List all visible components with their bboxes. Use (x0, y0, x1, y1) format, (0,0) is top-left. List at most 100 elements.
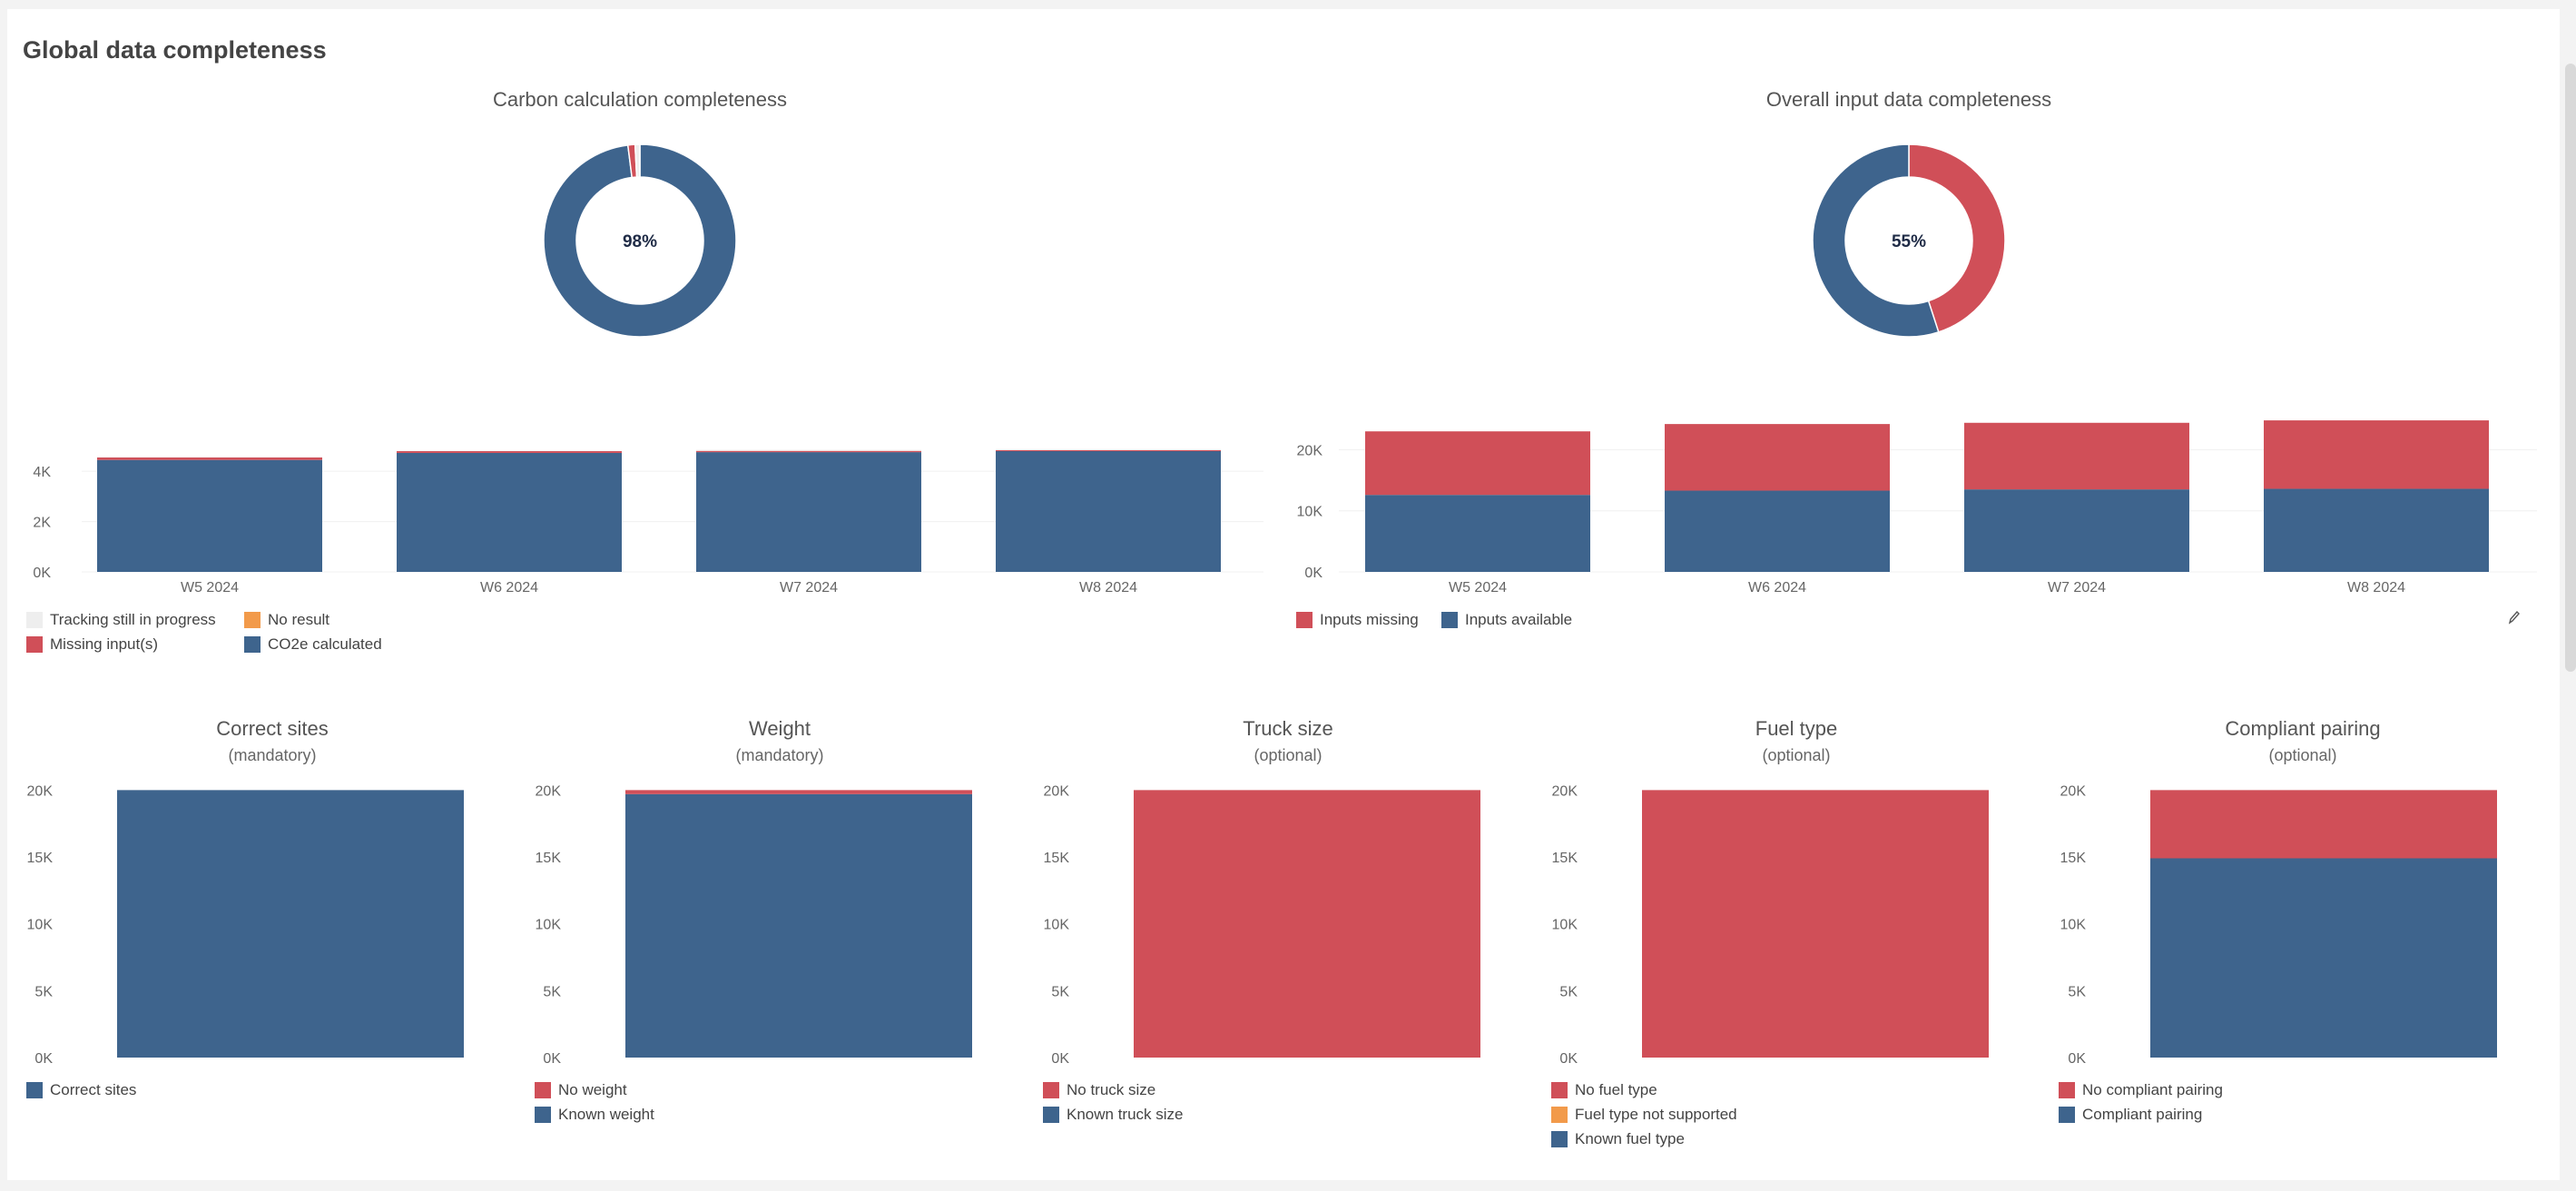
bar-segment-known-weight[interactable] (625, 793, 972, 1058)
y-tick-label: 15K (1044, 851, 1070, 866)
donut-center-label: 98% (623, 232, 657, 251)
legend-item-known-fuel-type[interactable]: Known fuel type (1551, 1130, 1685, 1148)
legend-item-compliant-pairing[interactable]: Compliant pairing (2059, 1106, 2202, 1124)
legend-swatch (1441, 612, 1458, 628)
bar-segment-correct-sites[interactable] (117, 790, 464, 1058)
weekly-bar-chart-input[interactable]: 0K 10K 20K W5 2024 W6 2024 W7 2024 W8 2024 (1284, 363, 2537, 604)
bar-segment-inputs-missing[interactable] (1964, 422, 2189, 490)
weight-title: Weight (748, 717, 811, 740)
vertical-scrollbar[interactable] (2565, 64, 2576, 672)
legend-swatch (2059, 1107, 2075, 1123)
donut-slice-inputs-available[interactable] (1812, 143, 1940, 338)
legend-label: No truck size (1067, 1081, 1156, 1098)
bar-segment-inputs-available[interactable] (1964, 489, 2189, 572)
bar-segment-inputs-available[interactable] (1665, 490, 1890, 572)
bar-segment-tracking-still-in-progress[interactable] (996, 448, 1221, 450)
fuel-type-chart[interactable]: 0K 5K 10K 15K 20K (1543, 776, 2001, 1067)
y-tick-label: 20K (1297, 443, 1323, 458)
legend-item-missing-inputs[interactable]: Missing input(s) (26, 635, 158, 654)
legend-item-no-result[interactable]: No result (244, 611, 329, 629)
bar-segment-no-compliant-pairing[interactable] (2150, 790, 2497, 859)
compliant-pairing-chart[interactable]: 0K 5K 10K 15K 20K (2051, 776, 2510, 1067)
bar-segment-tracking-still-in-progress[interactable] (97, 457, 322, 458)
y-tick-label: 10K (1297, 505, 1323, 520)
bar-segment-no-truck-size[interactable] (1134, 790, 1480, 1058)
weekly-bar-chart-carbon[interactable]: 0K 2K 4K W5 2024 W6 2024 W7 2024 W8 2024 (18, 377, 1263, 604)
bar-segment-inputs-available[interactable] (2264, 488, 2489, 572)
compliant-pairing-title: Compliant pairing (2225, 717, 2381, 740)
bar-segment-co2e-calculated[interactable] (996, 451, 1221, 572)
legend-item-inputs-available[interactable]: Inputs available (1441, 611, 1572, 629)
bar-segment-tracking-still-in-progress[interactable] (397, 450, 622, 451)
donut-slice-co2e-calculated[interactable] (543, 143, 737, 338)
y-tick-label: 15K (536, 851, 562, 866)
legend-label: Compliant pairing (2082, 1106, 2203, 1123)
legend-item-fuel-type-not-supported[interactable]: Fuel type not supported (1551, 1106, 1737, 1124)
legend-item-no-truck-size[interactable]: No truck size (1043, 1081, 1155, 1099)
bar-segment-inputs-missing[interactable] (2264, 420, 2489, 489)
legend-swatch (1043, 1082, 1059, 1098)
y-tick-label: 5K (543, 984, 561, 999)
bar-segment-inputs-missing[interactable] (1365, 431, 1590, 496)
legend-item-inputs-missing[interactable]: Inputs missing (1296, 611, 1419, 629)
correct-sites-chart[interactable]: 0K 5K 10K 15K 20K (18, 776, 477, 1067)
legend-swatch (26, 1082, 43, 1098)
bar-segment-co2e-calculated[interactable] (397, 452, 622, 572)
weight-chart[interactable]: 0K 5K 10K 15K 20K (526, 776, 985, 1067)
legend-item-no-compliant-pairing[interactable]: No compliant pairing (2059, 1081, 2223, 1099)
bar-segment-compliant-pairing[interactable] (2150, 858, 2497, 1058)
legend-label: No compliant pairing (2082, 1081, 2223, 1098)
donut-chart-input[interactable]: 55% (1809, 141, 2009, 340)
bar-segment-missing-input-s[interactable] (97, 457, 322, 460)
bar-segment-inputs-available[interactable] (1365, 495, 1590, 572)
legend-item-tracking[interactable]: Tracking still in progress (26, 611, 216, 629)
y-tick-label: 10K (536, 918, 562, 933)
legend-label: Tracking still in progress (50, 611, 216, 628)
donut-chart-carbon[interactable]: 98% (540, 141, 740, 340)
bar-segment-missing-input-s[interactable] (696, 450, 921, 453)
y-tick-label: 20K (2060, 783, 2087, 799)
legend-label: Inputs available (1465, 611, 1573, 628)
legend-item-no-weight[interactable]: No weight (535, 1081, 627, 1099)
x-tick-label: W5 2024 (181, 580, 239, 596)
y-tick-label: 0K (34, 1051, 53, 1067)
y-tick-label: 4K (33, 465, 51, 480)
bar-segment-co2e-calculated[interactable] (696, 452, 921, 572)
correct-sites-title: Correct sites (216, 717, 329, 740)
y-tick-label: 0K (1304, 566, 1322, 581)
legend-item-correct-sites[interactable]: Correct sites (26, 1081, 136, 1099)
legend-label: Known weight (558, 1106, 654, 1123)
fuel-type-subtitle: (optional) (1762, 746, 1831, 764)
legend-item-known-weight[interactable]: Known weight (535, 1106, 654, 1124)
legend-swatch (1043, 1107, 1059, 1123)
pencil-icon[interactable] (2507, 609, 2522, 625)
bar-segment-co2e-calculated[interactable] (97, 459, 322, 572)
legend-label: Missing input(s) (50, 635, 159, 653)
x-tick-label: W6 2024 (480, 580, 538, 596)
legend-item-no-fuel-type[interactable]: No fuel type (1551, 1081, 1657, 1099)
donut-slice-inputs-missing[interactable] (1908, 143, 2006, 333)
truck-size-chart[interactable]: 0K 5K 10K 15K 20K (1035, 776, 1493, 1067)
donut-slice-tracking-still-in-progress[interactable] (634, 143, 641, 178)
legend-label: CO2e calculated (268, 635, 382, 653)
legend-label: Known fuel type (1575, 1130, 1685, 1147)
legend-label: No fuel type (1575, 1081, 1657, 1098)
bar-segment-missing-input-s[interactable] (397, 451, 622, 453)
legend-label: Known truck size (1067, 1106, 1184, 1123)
legend-swatch (244, 612, 261, 628)
truck-size-subtitle: (optional) (1254, 746, 1322, 764)
donut-center-label: 55% (1892, 232, 1926, 251)
bar-segment-missing-input-s[interactable] (996, 449, 1221, 451)
bar-segment-tracking-still-in-progress[interactable] (696, 449, 921, 451)
x-tick-label: W7 2024 (780, 580, 838, 596)
bar-segment-no-fuel-type[interactable] (1642, 790, 1989, 1058)
y-tick-label: 10K (1044, 918, 1070, 933)
donut-title-carbon: Carbon calculation completeness (492, 88, 788, 111)
bar-segment-inputs-missing[interactable] (1665, 424, 1890, 491)
y-tick-label: 20K (1044, 783, 1070, 799)
legend-item-known-truck-size[interactable]: Known truck size (1043, 1106, 1184, 1124)
y-tick-label: 5K (1051, 984, 1069, 999)
y-tick-label: 15K (2060, 851, 2087, 866)
bar-segment-no-weight[interactable] (625, 790, 972, 794)
legend-item-co2e-calculated[interactable]: CO2e calculated (244, 635, 382, 654)
